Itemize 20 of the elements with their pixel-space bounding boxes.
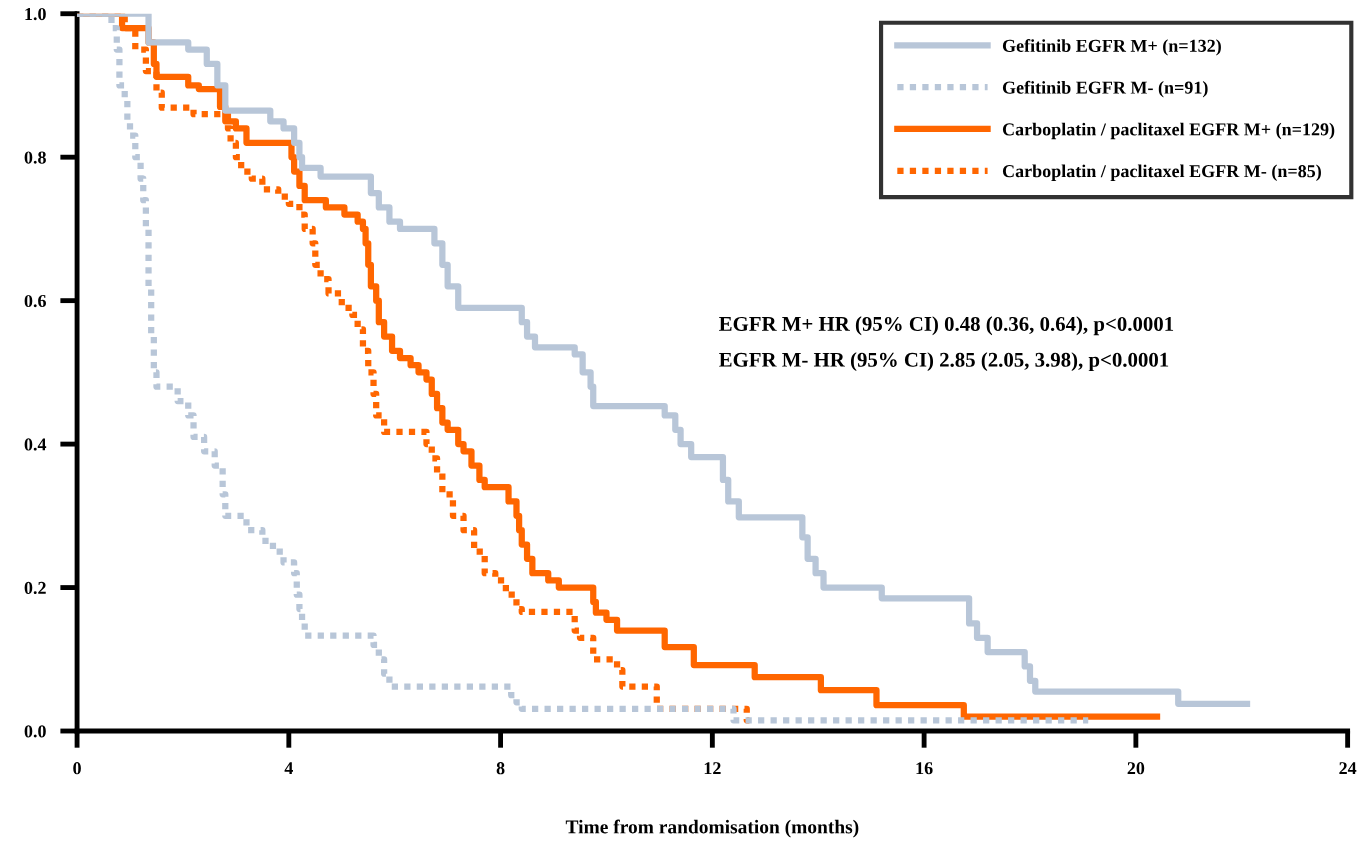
y-tick-label: 0.4: [24, 438, 47, 451]
x-tick-label: 24: [1339, 762, 1357, 775]
y-tick-label: 0.8: [24, 151, 46, 164]
x-tick-label: 8: [496, 762, 505, 775]
x-tick-label: 0: [73, 762, 81, 775]
y-tick-label: 0.0: [24, 725, 46, 738]
x-axis-title: Time from randomisation (months): [565, 819, 859, 838]
legend-label: Carboplatin / paclitaxel EGFR M+ (n=129): [1002, 122, 1335, 140]
legend-label: Gefitinib EGFR M+ (n=132): [1002, 39, 1221, 56]
legend-label: Carboplatin / paclitaxel EGFR M- (n=85): [1002, 164, 1321, 181]
y-tick-label: 0.6: [24, 294, 46, 308]
x-tick-label: 16: [916, 762, 933, 775]
annotation: EGFR M+ HR (95% CI) 0.48 (0.36, 0.64), p<0.0001: [719, 316, 1174, 336]
x-tick-label: 20: [1127, 762, 1145, 775]
x-tick-label: 4: [284, 762, 294, 775]
x-tick-label: 12: [704, 762, 721, 775]
annotation: EGFR M- HR (95% CI) 2.85 (2.05, 3.98), p<0.0001: [719, 352, 1169, 372]
y-tick-label: 1.0: [25, 7, 46, 21]
y-tick-label: 0.2: [24, 581, 46, 595]
legend-label: Gefitinib EGFR M- (n=91): [1002, 80, 1208, 98]
